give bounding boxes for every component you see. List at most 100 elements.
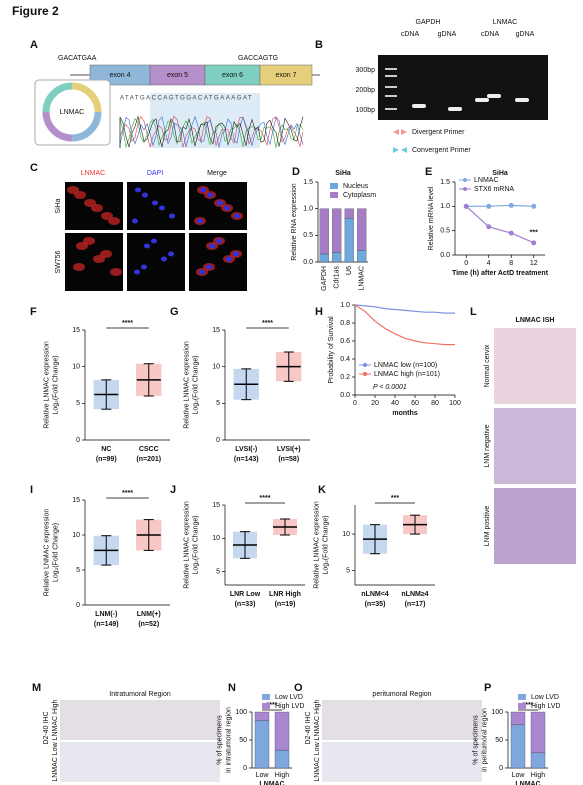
legend-swatch: [518, 703, 526, 709]
chromatogram-trace: [119, 115, 304, 148]
y-axis-label: Relative LNMAC expression: [183, 341, 190, 429]
x-tick-label: High: [275, 772, 290, 779]
y-axis-label: in peritumoral region: [481, 708, 488, 772]
nucleus: [159, 205, 165, 211]
legend-label: LNMAC: [474, 177, 499, 184]
x-tick-label: High: [531, 772, 546, 779]
cell: [73, 263, 85, 271]
x-tick-label: 0: [464, 260, 468, 267]
gel-band: [487, 94, 501, 98]
legend-swatch: [262, 703, 270, 709]
circle-arc: [71, 111, 102, 142]
column-label: LNMAC: [81, 170, 106, 177]
nucleus: [206, 264, 212, 270]
y-tick-label: 0.0: [340, 392, 350, 399]
divergent-icon: [393, 129, 407, 135]
y-tick-label: 1.0: [440, 203, 450, 210]
y-tick-label: 15: [212, 502, 220, 509]
circle-arc: [71, 82, 102, 113]
legend-label: Convergent Primer: [412, 147, 471, 154]
nucleus: [142, 192, 148, 198]
x-tick-label: 20: [371, 400, 379, 407]
point: [508, 230, 514, 236]
y-tick-label: 15: [212, 327, 220, 334]
y-tick-label: 10: [72, 532, 80, 539]
legend-dot: [363, 372, 367, 376]
gel-band: [448, 107, 462, 111]
significance: ****: [523, 702, 534, 709]
y-tick-label: 15: [72, 497, 80, 504]
nucleus: [199, 269, 205, 275]
y-tick-label: 5: [76, 567, 80, 574]
nucleus: [224, 205, 230, 211]
n-label: (n=33): [235, 601, 256, 608]
y-tick-label: 100: [491, 709, 503, 716]
y-tick-label: 1.5: [440, 179, 450, 186]
nucleus: [134, 269, 140, 275]
nucleus: [132, 218, 138, 224]
y-tick-label: 50: [239, 737, 247, 744]
y-axis-label: in intratumoral region: [225, 707, 232, 773]
legend-dot: [363, 363, 367, 367]
figure-title: Figure 2: [12, 4, 59, 18]
legend-label: LNMAC low (n=100): [374, 362, 437, 369]
x-tick-label: LNM(+): [137, 611, 161, 618]
y-tick-label: 0.5: [440, 228, 450, 235]
x-tick-label: Cdr1as: [334, 266, 341, 289]
n-label: (n=58): [278, 456, 299, 463]
ihc-image: [60, 700, 220, 740]
legend-dot: [463, 178, 467, 182]
x-tick-label: LNM(-): [95, 611, 117, 618]
bar-segment: [344, 218, 354, 263]
y-tick-label: 0.6: [340, 338, 350, 345]
exon-label: exon 6: [222, 72, 243, 79]
chromatogram-trace: [119, 115, 304, 148]
x-tick-label: LVSI(+): [277, 446, 301, 453]
y-axis-label: Relative LNMAC expression: [43, 341, 50, 429]
y-tick-label: 0.5: [303, 232, 313, 239]
significance: ****: [122, 320, 133, 327]
bar-segment: [332, 252, 342, 263]
y-tick-label: 0: [76, 602, 80, 609]
significance: ****: [262, 320, 273, 327]
panel-letter: J: [170, 484, 176, 496]
x-tick-label: GAPDH: [321, 266, 328, 291]
exon-label: exon 4: [109, 72, 130, 79]
y-tick-label: 10: [212, 535, 220, 542]
ladder-band: [385, 86, 397, 88]
x-axis-label: LNMAC: [515, 781, 540, 785]
circle-arc: [42, 111, 73, 142]
row-label: Normal cervix: [484, 344, 491, 387]
marker-label: 200bp: [356, 87, 376, 94]
y-tick-label: 5: [76, 400, 80, 407]
x-tick-label: nLNM≥4: [401, 591, 428, 598]
chromatogram-seq: ATATGACCAGTGGACATGAAAGAT: [120, 96, 253, 102]
cell: [110, 268, 122, 276]
x-tick-label: 8: [509, 260, 513, 267]
panel-letter: D: [292, 166, 300, 178]
x-tick-label: CSCC: [139, 446, 159, 453]
panel-letter: L: [470, 306, 477, 318]
panel-letter: I: [30, 484, 33, 496]
legend-swatch: [330, 183, 338, 189]
y-tick-label: 1.5: [303, 179, 313, 186]
y-tick-label: 5: [216, 400, 220, 407]
panel-title: Intratumoral Region: [109, 691, 171, 698]
legend-label: Low LVD: [275, 694, 303, 701]
lane-label: cDNA: [401, 31, 420, 38]
legend-label: LNMAC high (n=101): [374, 371, 440, 378]
bar-segment: [254, 720, 270, 769]
x-tick-label: 60: [411, 400, 419, 407]
row-label: LNMAC High: [52, 699, 59, 740]
lane-label: gDNA: [438, 31, 457, 38]
panel-letter: H: [315, 306, 323, 318]
panel-letter: O: [294, 682, 303, 694]
y-tick-label: 0: [216, 437, 220, 444]
bar-segment: [344, 208, 354, 219]
x-tick-label: 80: [431, 400, 439, 407]
panel-letter: K: [318, 484, 326, 496]
cell: [84, 199, 96, 207]
y-axis-label: Relative LNMAC expression: [313, 501, 320, 589]
row-label: SiHa: [55, 198, 62, 213]
row-label: LNM positive: [484, 506, 491, 547]
